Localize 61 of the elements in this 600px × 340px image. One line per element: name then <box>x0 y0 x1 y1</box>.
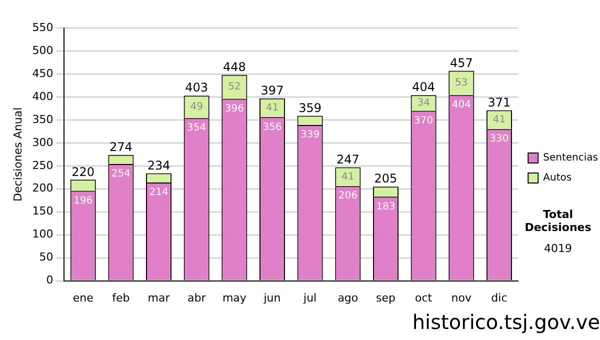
data-label: 254 <box>111 168 130 180</box>
text: 4019 <box>543 242 573 255</box>
data-label: 41 <box>342 171 354 182</box>
x-tick-label: abr <box>187 291 206 304</box>
x-tick-label: sep <box>376 291 396 304</box>
y-tick-label: 350 <box>32 112 54 126</box>
data-label: 206 <box>338 190 358 202</box>
data-label: 330 <box>490 134 509 145</box>
y-tick-label: 450 <box>32 66 54 80</box>
x-tick-label: jun <box>262 291 281 304</box>
total-label: 404 <box>412 80 436 94</box>
x-tick-label: ene <box>72 291 94 304</box>
legend-label: Autos <box>543 172 572 184</box>
y-tick-label: 50 <box>39 250 54 264</box>
y-tick-label: 400 <box>32 90 54 103</box>
x-tick-label: jul <box>302 291 317 304</box>
y-tick-label: 200 <box>32 182 54 195</box>
x-tick-label: oct <box>415 291 433 304</box>
total-label: 234 <box>147 158 170 172</box>
total-label: 359 <box>298 100 322 115</box>
data-label: 52 <box>228 81 241 92</box>
total-label: 220 <box>72 164 95 179</box>
data-label: 196 <box>74 195 93 206</box>
y-tick-label: 550 <box>32 20 54 34</box>
data-label: 41 <box>266 102 279 114</box>
y-tick-label: 300 <box>32 136 54 149</box>
data-label: 183 <box>376 201 396 212</box>
total-label: 274 <box>109 140 132 154</box>
data-label: 41 <box>492 114 506 126</box>
y-tick-label: 100 <box>32 228 54 241</box>
data-label: 49 <box>190 101 203 112</box>
data-label: 356 <box>262 122 282 133</box>
x-tick-label: ago <box>338 291 358 304</box>
total-label: 397 <box>260 83 284 98</box>
total-label: 403 <box>185 80 208 95</box>
data-label: 214 <box>149 187 168 198</box>
total-label: 205 <box>374 172 398 186</box>
total-label: 448 <box>222 60 246 74</box>
data-label: 34 <box>417 98 430 109</box>
y-tick-label: 0 <box>46 274 54 287</box>
y-tick-label: 150 <box>32 204 54 218</box>
x-tick-label: may <box>222 291 247 304</box>
x-tick-label: feb <box>112 291 130 304</box>
x-tick-label: mar <box>148 291 170 304</box>
y-tick-label: 250 <box>32 158 54 172</box>
text: historico.tsj.gov.ve <box>412 310 600 334</box>
data-label: 404 <box>452 100 471 111</box>
y-axis-title: Decisiones Anual <box>11 107 24 202</box>
legend-label: Sentencias <box>543 152 598 164</box>
total-label: 457 <box>450 56 473 70</box>
data-label: 354 <box>187 122 206 134</box>
x-tick-label: nov <box>451 291 472 304</box>
y-tick-label: 500 <box>32 44 54 57</box>
total-label: 247 <box>336 152 360 166</box>
data-label: 339 <box>300 130 320 141</box>
text: Total Decisiones <box>524 208 592 234</box>
data-label: 53 <box>455 78 468 89</box>
data-label: 370 <box>414 115 434 126</box>
total-label: 371 <box>488 95 511 110</box>
data-label: 396 <box>224 103 244 114</box>
x-tick-label: dic <box>491 291 508 304</box>
